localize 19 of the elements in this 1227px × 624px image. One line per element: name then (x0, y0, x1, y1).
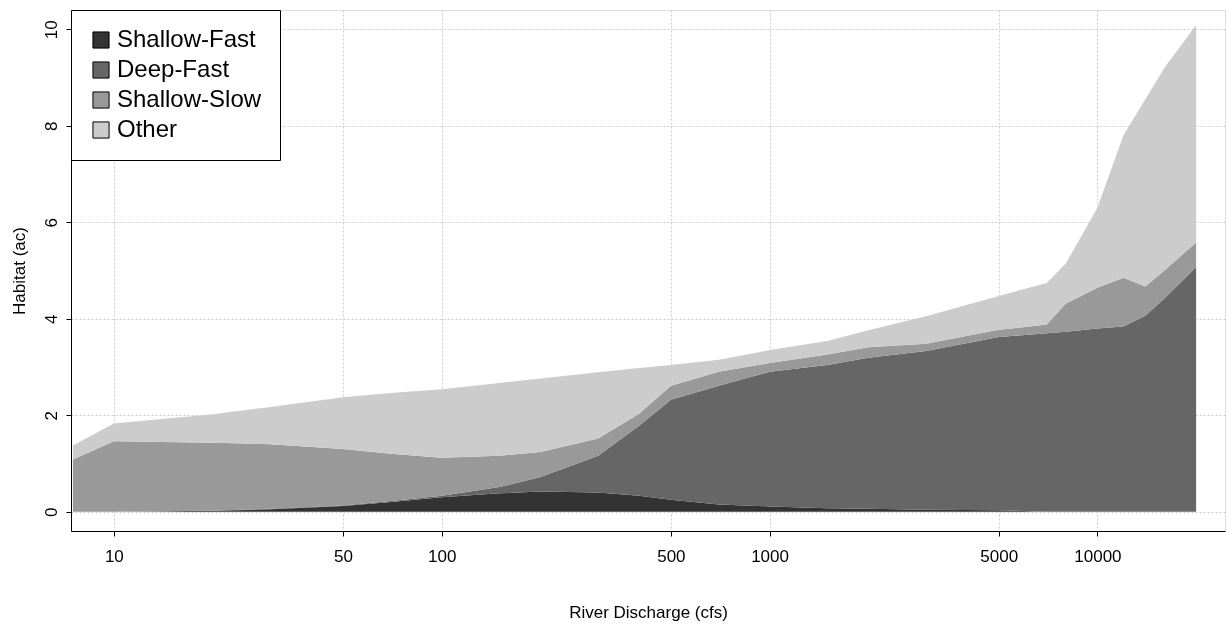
x-axis-title: River Discharge (cfs) (569, 602, 728, 622)
x-tick-label: 100 (428, 546, 457, 566)
legend-label: Deep-Fast (117, 55, 230, 82)
y-axis-title: Habitat (ac) (9, 227, 29, 315)
y-tick-label: 4 (41, 314, 61, 324)
y-tick-label: 2 (41, 410, 61, 421)
x-tick-label: 10000 (1074, 546, 1122, 566)
legend-label: Other (117, 115, 178, 142)
y-tick-label: 8 (41, 121, 61, 132)
x-tick-label: 500 (657, 546, 686, 566)
legend-label: Shallow-Fast (117, 25, 257, 52)
x-tick-label: 50 (334, 546, 353, 566)
y-tick-label: 6 (41, 218, 61, 228)
x-tick-label: 1000 (751, 546, 789, 566)
x-tick-label: 5000 (980, 546, 1019, 566)
y-tick-label: 10 (41, 20, 61, 40)
legend-label: Shallow-Slow (117, 85, 262, 112)
x-tick-label: 10 (104, 546, 124, 566)
y-tick-label: 0 (41, 507, 61, 517)
